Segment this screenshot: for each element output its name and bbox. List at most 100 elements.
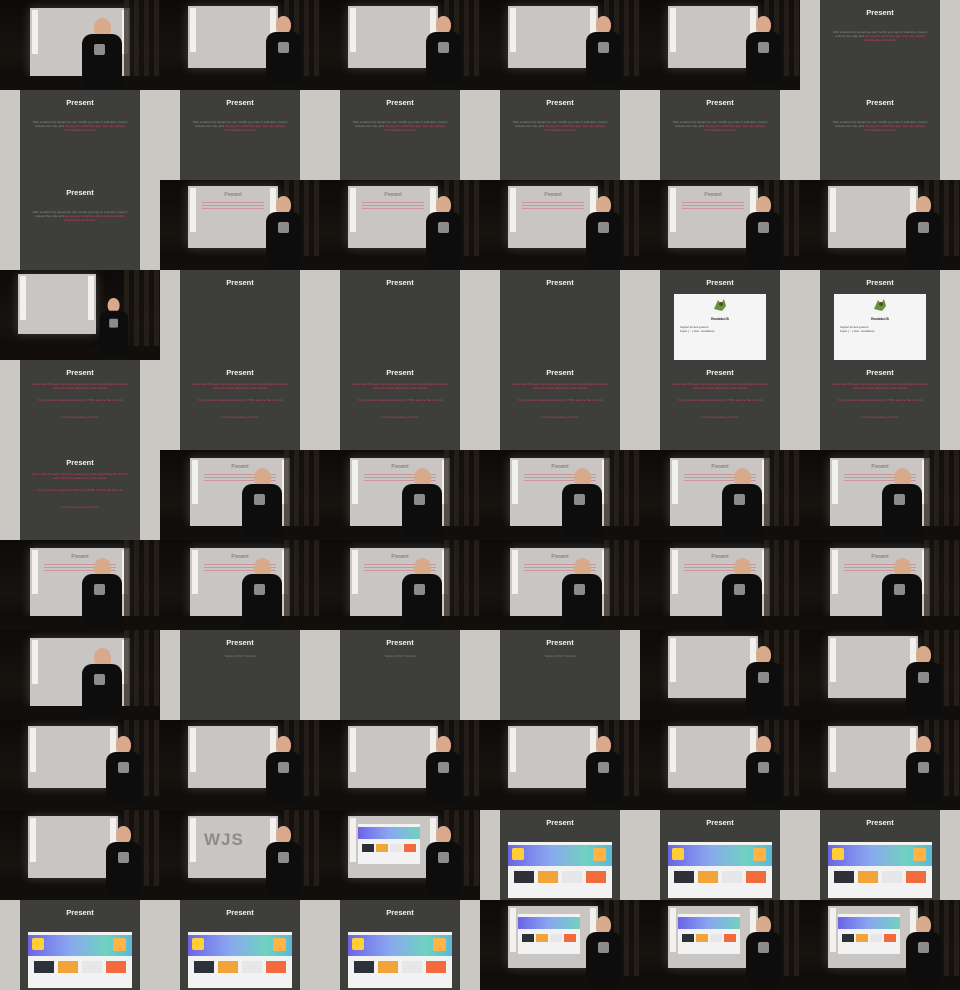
speaker-figure: [584, 16, 624, 86]
slide-title: Present: [546, 98, 574, 107]
curtain: [284, 540, 320, 630]
site-tile: [378, 961, 398, 973]
speaker-head: [734, 558, 751, 578]
slide-paragraph: With enabled hot reload you can modify y…: [672, 120, 768, 133]
speaker-shirt: [402, 484, 442, 538]
speaker-shirt: [82, 34, 122, 88]
speaker-shirt: [106, 752, 142, 806]
slide-capture: Present... With enabled hot reload you ca…: [0, 180, 160, 270]
slide-title: Present: [546, 818, 574, 827]
projected-website: [838, 914, 900, 954]
speaker-figure: [880, 468, 924, 540]
speaker-figure: [720, 558, 764, 630]
card-tagline: Support for web systems: [680, 326, 709, 329]
speaker-head: [414, 558, 431, 578]
slide-paragraph: It'd be great to support rendering of HT…: [357, 398, 443, 402]
slide-panel: Present: [820, 810, 940, 900]
room-shot: [0, 630, 160, 720]
room-shot: Present: [640, 450, 800, 540]
curtain: [124, 630, 160, 720]
speaker-head: [574, 558, 591, 578]
site-banner: [828, 845, 932, 866]
speaker-head: [254, 558, 271, 578]
projector-screen: [828, 636, 918, 698]
speaker-shirt: [906, 212, 942, 266]
shirt-logo: [918, 222, 929, 233]
speaker-shirt: [402, 574, 442, 628]
room-shot: [0, 0, 160, 90]
site-tiles: [34, 961, 126, 973]
room-shot: Present: [160, 450, 320, 540]
speaker-figure: [904, 916, 944, 986]
speaker-figure: [744, 16, 784, 86]
projected-text-lines: [204, 564, 276, 572]
projector-screen: [828, 186, 918, 248]
slide-paragraph: It'd be great to support rendering of HT…: [837, 398, 923, 402]
shirt-logo: [118, 852, 129, 863]
slide-highlight: we need to restart the app when you addi…: [384, 124, 445, 133]
speaker-figure: [560, 468, 604, 540]
slide-highlight: we need to restart the app when you addi…: [544, 124, 605, 133]
speaker-shirt: [266, 842, 302, 896]
speaker-figure: [744, 916, 784, 986]
slide-capture: Present Seems like 'Present' will be so a…: [800, 360, 960, 450]
speaker-head: [894, 558, 911, 578]
room-shot: Present: [160, 540, 320, 630]
speaker-figure: [424, 16, 464, 86]
room-shot: [320, 720, 480, 810]
speaker-shirt: [586, 212, 622, 266]
speaker-head: [756, 646, 771, 664]
shirt-logo: [438, 42, 449, 53]
website-screenshot: [668, 842, 772, 898]
speaker-shirt: [82, 574, 122, 628]
site-tile: [858, 871, 878, 883]
card-text: Support for web systems import { ... } fr…: [680, 326, 760, 334]
card-text: Support for web systems import { ... } fr…: [840, 326, 920, 334]
shirt-logo: [278, 762, 289, 773]
slide-panel: Present EmulatorJS Support for web systems…: [660, 270, 780, 360]
projected-title: Present: [391, 464, 409, 470]
project-card: EmulatorJS Support for web systems import …: [834, 294, 926, 360]
room-shot: Present: [640, 540, 800, 630]
speaker-figure: [424, 826, 464, 896]
site-tiles: [354, 961, 446, 973]
room-shot: Present: [160, 180, 320, 270]
shirt-logo: [574, 494, 585, 505]
room-shot: [640, 720, 800, 810]
site-tile: [882, 871, 902, 883]
site-tile: [562, 871, 582, 883]
curtain: [764, 450, 800, 540]
slide-subtitle: ...: [878, 24, 882, 28]
card-code: import { ... } from './emulator.js': [680, 330, 715, 333]
slide-caption: ...: [558, 294, 562, 298]
speaker-shirt: [266, 752, 302, 806]
speaker-figure: [744, 646, 784, 716]
curtain: [124, 0, 160, 90]
slide-title: Present: [866, 818, 894, 827]
slide-title: Present: [706, 98, 734, 107]
speaker-shirt: [746, 932, 782, 986]
slide-subtitle: ...: [558, 114, 562, 118]
slide-capture: Present: [480, 810, 640, 900]
room-shot: Present: [320, 180, 480, 270]
slide-paragraph: Seems like 'Present' will be so amazing …: [671, 382, 769, 391]
slide-highlight: we need to restart the app when you addi…: [864, 124, 925, 133]
speaker-shirt: [722, 574, 762, 628]
room-shot: Present: [480, 180, 640, 270]
slide-capture: Present EmulatorJS Support for web systems…: [800, 270, 960, 360]
projector-screen: [668, 636, 758, 698]
speaker-figure: [560, 558, 604, 630]
site-banner: [188, 935, 292, 956]
slide-caption: Tailwind MDX / Tailwind: [384, 654, 416, 658]
slide-note: Let me know what you think: [861, 415, 899, 419]
curtain: [604, 450, 640, 540]
slide-caption: Tailwind MDX / Tailwind: [544, 654, 576, 658]
shirt-logo: [109, 318, 118, 328]
shirt-logo: [758, 672, 769, 683]
speaker-head: [436, 736, 451, 754]
slide-paragraph: It'd be great to support rendering of HT…: [677, 398, 763, 402]
slide-panel: Present... With enabled hot reload you ca…: [660, 90, 780, 180]
room-shot: [320, 0, 480, 90]
speaker-shirt: [746, 32, 782, 86]
site-tile: [82, 961, 102, 973]
